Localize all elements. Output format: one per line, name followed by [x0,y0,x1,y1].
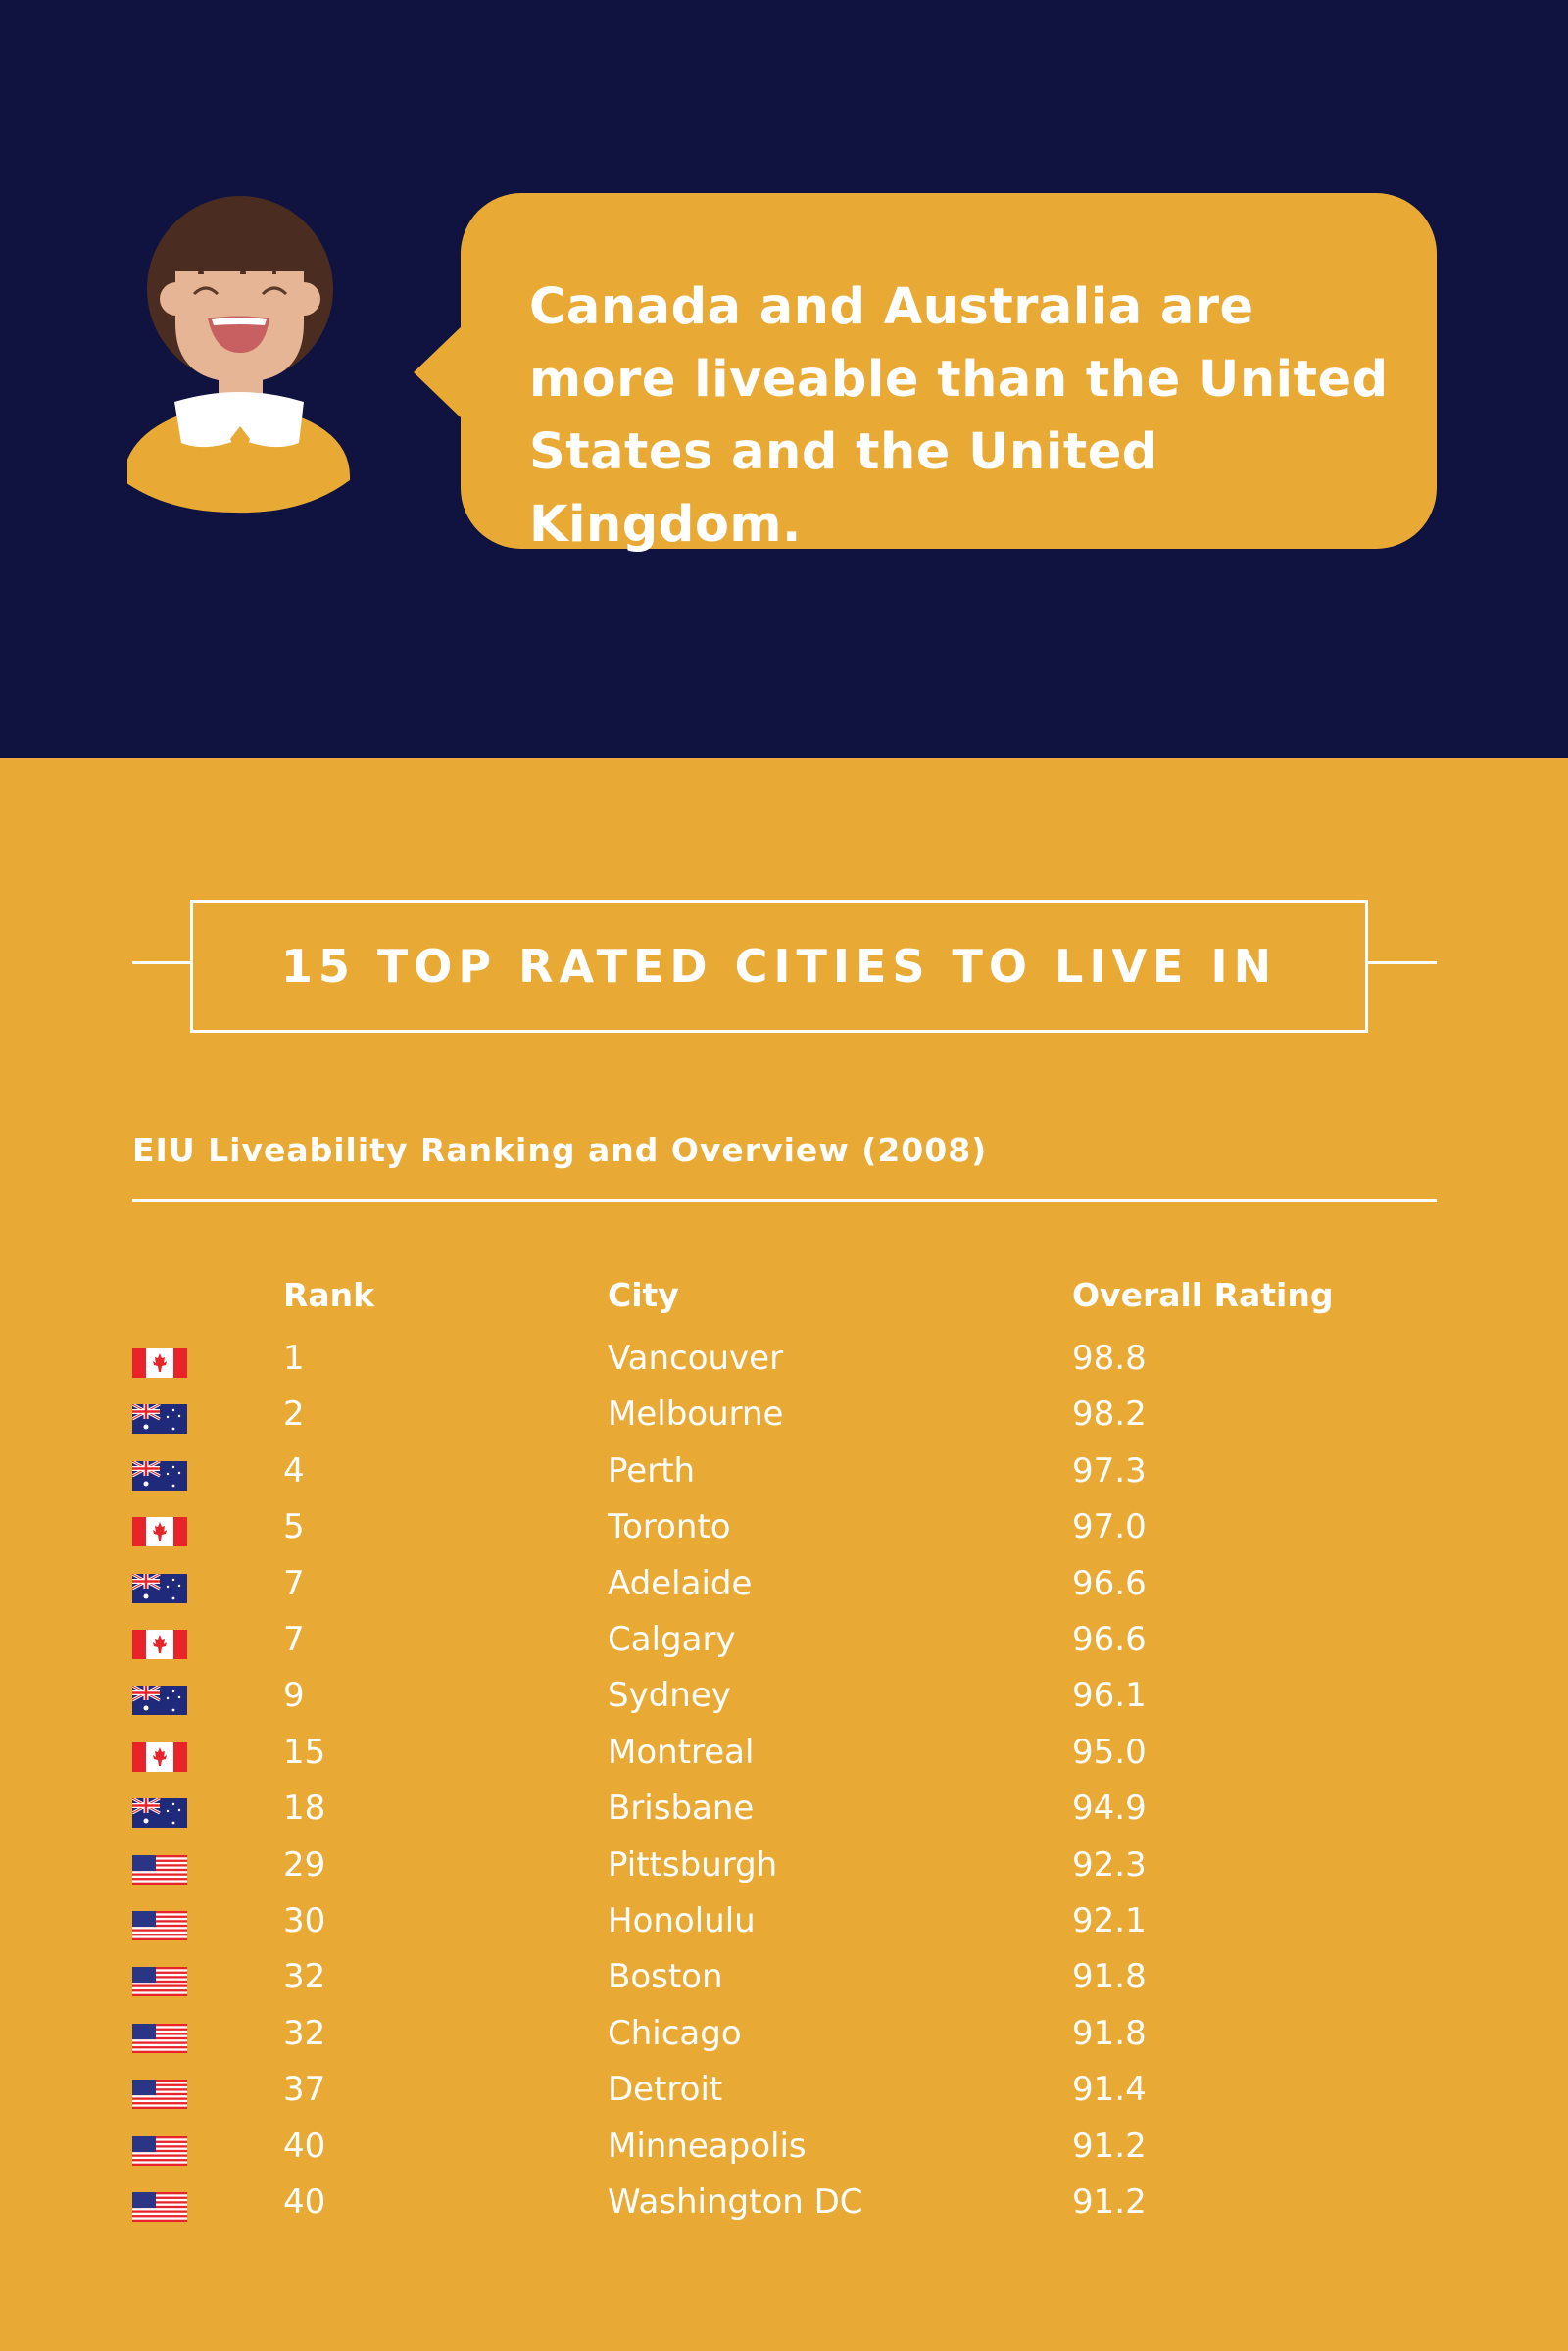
rating-cell: 96.6 [1072,1563,1147,1603]
city-cell: Adelaide [608,1563,753,1603]
rank-cell: 30 [283,1901,326,1940]
city-cell: Montreal [608,1732,755,1772]
table-row: 29 Pittsburgh 92.3 [0,1845,1568,1901]
table-row: 37 Detroit 91.4 [0,2070,1568,2126]
table-row: 18 Brisbane 94.9 [0,1788,1568,1844]
table-row: 7 Adelaide 96.6 [0,1564,1568,1620]
rating-cell: 98.2 [1072,1395,1147,1435]
rating-cell: 91.8 [1072,2013,1147,2053]
header-section: Canada and Australia are more liveable t… [0,0,1568,758]
usa-flag-icon [132,2080,187,2110]
rank-cell: 1 [283,1339,305,1378]
rank-cell: 32 [283,2013,326,2053]
rank-cell: 7 [283,1620,305,1659]
rating-cell: 96.1 [1072,1676,1147,1716]
rating-cell: 94.9 [1072,1788,1147,1829]
table-row: 5 Toronto 97.0 [0,1507,1568,1563]
rating-cell: 98.8 [1072,1339,1147,1378]
australia-flag-icon [131,1403,187,1435]
speech-bubble: Canada and Australia are more liveable t… [461,193,1437,554]
header-rating: Overall Rating [1072,1276,1334,1314]
rating-cell: 95.0 [1072,1732,1147,1772]
city-cell: Sydney [608,1676,731,1716]
table-row: 32 Chicago 91.8 [0,2014,1568,2070]
city-cell: Pittsburgh [608,1844,778,1885]
city-cell: Boston [608,1957,723,1997]
city-cell: Brisbane [608,1788,755,1829]
rating-cell: 91.2 [1072,2182,1147,2222]
australia-flag-icon [131,1572,187,1603]
subtitle-divider [132,1199,1437,1202]
city-cell: Vancouver [608,1339,784,1378]
city-cell: Honolulu [608,1901,756,1940]
rating-cell: 96.6 [1072,1620,1147,1659]
city-cell: Calgary [608,1620,736,1659]
city-cell: Melbourne [608,1395,784,1435]
rating-cell: 91.2 [1072,2126,1147,2166]
city-cell: Toronto [608,1507,731,1547]
rating-cell: 92.1 [1072,1901,1147,1940]
canada-flag-icon [132,1741,187,1772]
table-row: 15 Montreal 95.0 [0,1733,1568,1788]
rating-cell: 91.4 [1072,2070,1147,2110]
table-row: 7 Calgary 96.6 [0,1620,1568,1676]
rank-cell: 32 [283,1957,326,1997]
rank-cell: 7 [283,1563,305,1603]
rating-cell: 92.3 [1072,1844,1147,1885]
table-row: 32 Boston 91.8 [0,1957,1568,2013]
usa-flag-icon [132,1967,187,1997]
table-row: 9 Sydney 96.1 [0,1676,1568,1732]
section-title: 15 TOP RATED CITIES TO LIVE IN [190,900,1368,1033]
table-row: 30 Honolulu 92.1 [0,1901,1568,1957]
usa-flag-icon [132,1854,187,1885]
rank-cell: 37 [283,2070,326,2110]
usa-flag-icon [132,1911,187,1940]
speech-bubble-pointer [414,323,465,421]
city-cell: Chicago [608,2013,742,2053]
table-row: 40 Washington DC 91.2 [0,2182,1568,2238]
rating-cell: 97.3 [1072,1450,1147,1491]
rating-cell: 97.0 [1072,1507,1147,1547]
rank-cell: 29 [283,1844,326,1885]
city-cell: Minneapolis [608,2126,807,2166]
usa-flag-icon [132,2023,187,2053]
rank-cell: 4 [283,1450,305,1491]
header-city: City [608,1276,679,1314]
girl-avatar-icon [127,196,351,514]
australia-flag-icon [131,1459,187,1491]
city-cell: Detroit [608,2070,723,2110]
table-subtitle: EIU Liveability Ranking and Overview (20… [132,1131,988,1169]
header-rank: Rank [283,1276,375,1314]
australia-flag-icon [131,1796,187,1829]
rank-cell: 40 [283,2126,326,2166]
city-cell: Washington DC [608,2182,863,2222]
rank-cell: 15 [283,1732,326,1772]
usa-flag-icon [132,2192,187,2222]
rank-cell: 9 [283,1676,305,1716]
rank-cell: 5 [283,1507,305,1547]
usa-flag-icon [132,2135,187,2166]
canada-flag-icon [132,1517,187,1547]
table-row: 4 Perth 97.3 [0,1451,1568,1507]
australia-flag-icon [131,1685,187,1716]
rank-cell: 40 [283,2182,326,2222]
rank-cell: 2 [283,1395,305,1435]
rank-cell: 18 [283,1788,326,1829]
canada-flag-icon [132,1630,187,1659]
table-row: 2 Melbourne 98.2 [0,1395,1568,1450]
quote-text: Canada and Australia are more liveable t… [529,278,1389,554]
rating-cell: 91.8 [1072,1957,1147,1997]
city-cell: Perth [608,1450,696,1491]
table-row: 40 Minneapolis 91.2 [0,2127,1568,2182]
table-row: 1 Vancouver 98.8 [0,1339,1568,1395]
canada-flag-icon [132,1348,187,1378]
